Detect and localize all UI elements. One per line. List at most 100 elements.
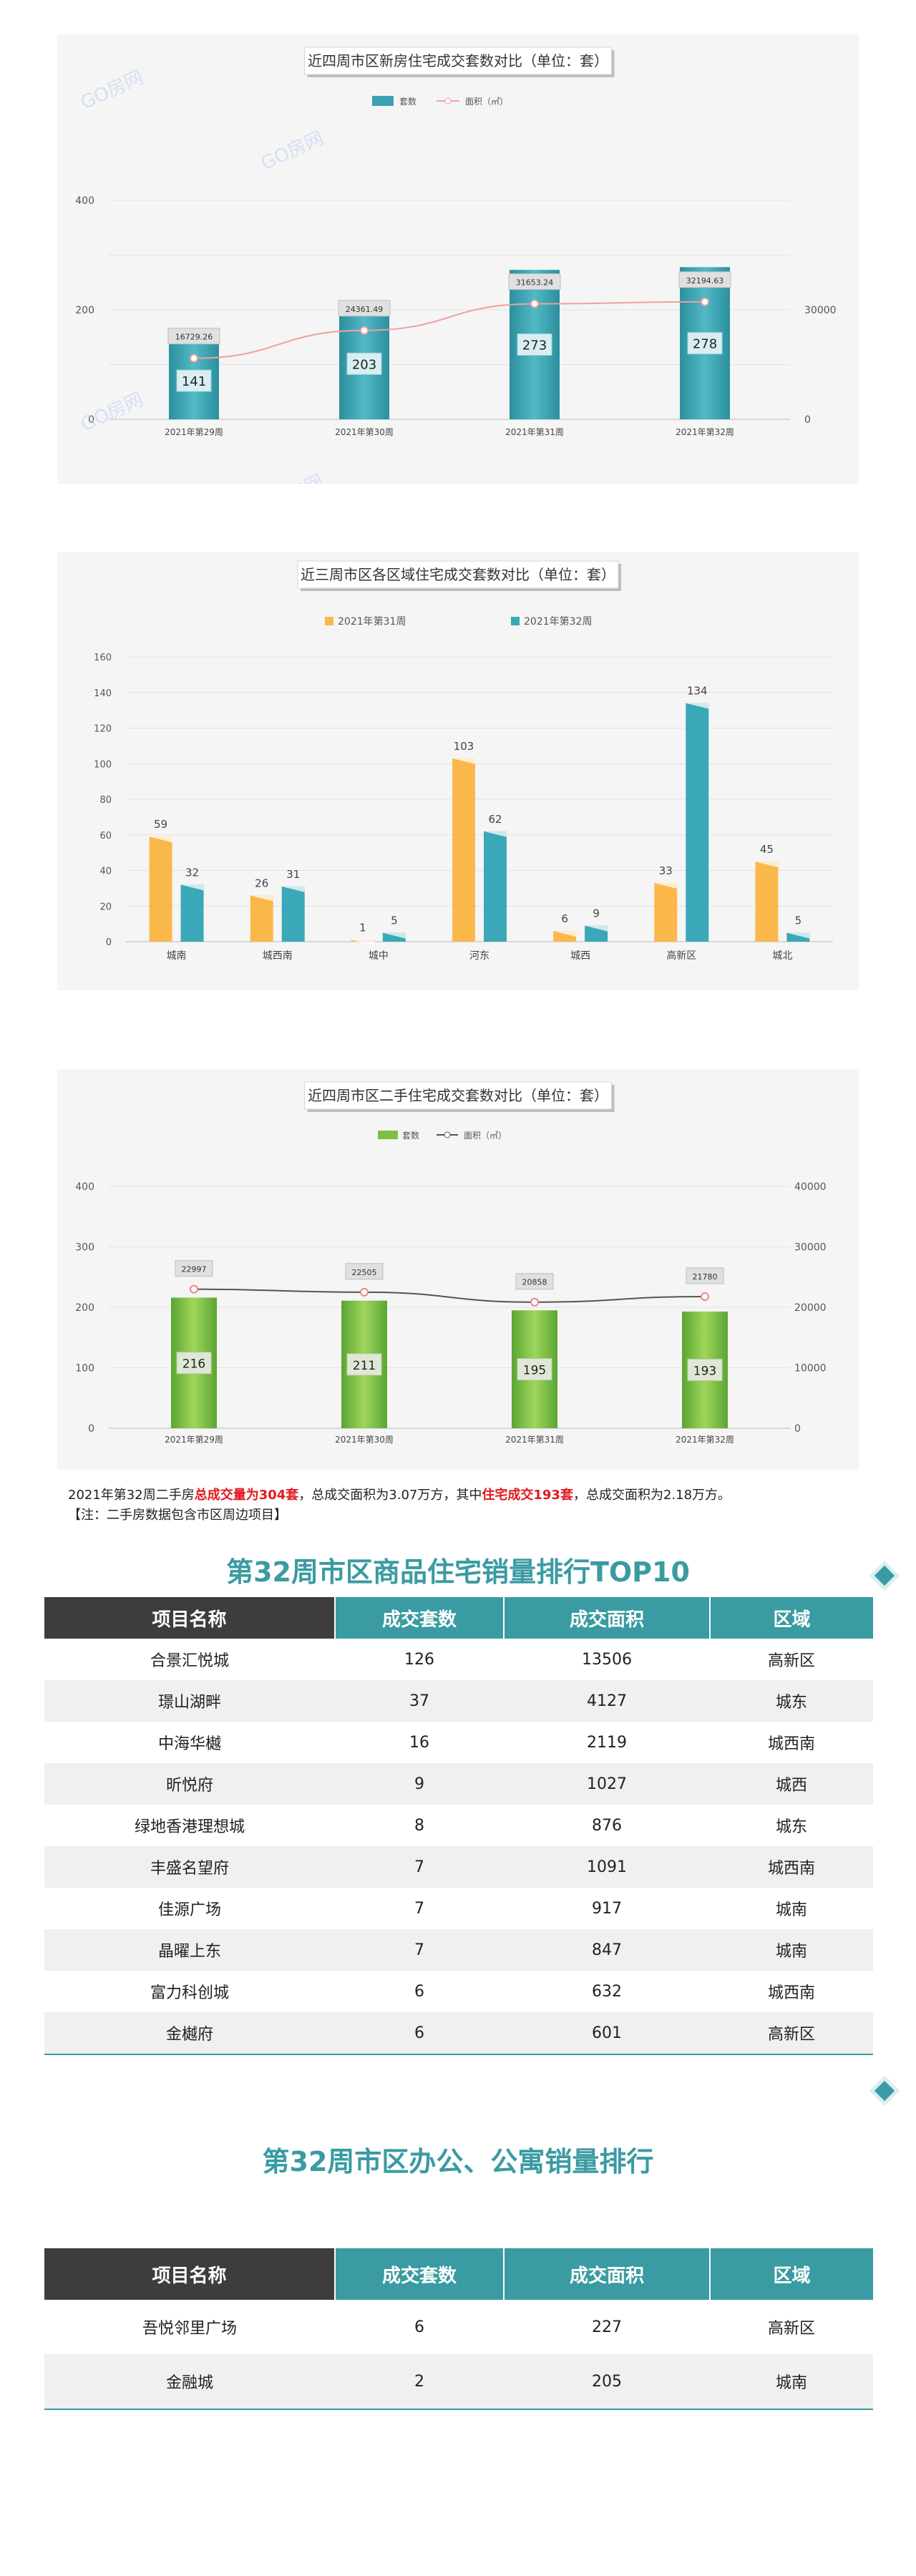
bar-week31 <box>149 836 172 942</box>
cell-project-name: 吾悦邻里广场 <box>142 2320 237 2338</box>
y2-tick-label: 0 <box>794 1423 801 1435</box>
summary-line-2: 【注：二手房数据包含市区周边项目】 <box>68 1508 287 1523</box>
legend-swatch-week31 <box>325 617 333 625</box>
line-label-box <box>167 328 220 345</box>
cell-area: 1091 <box>504 1846 710 1888</box>
x-tick-label: 2021年第29周 <box>165 1435 223 1445</box>
x-tick-label: 2021年第31周 <box>505 1435 564 1445</box>
cell-area: 601 <box>504 2012 710 2054</box>
bar-week31 <box>452 758 475 942</box>
cell-area: 917 <box>592 1899 622 1918</box>
watermark: GO房网 <box>258 471 327 484</box>
y2-tick-label: 40000 <box>794 1181 827 1193</box>
header-district: 区域 <box>710 1597 873 1639</box>
note-highlight-total: 总成交量为304套 <box>194 1488 299 1503</box>
cell-units: 7 <box>414 1899 424 1918</box>
watermark: GO房网 <box>77 389 147 436</box>
cell-units: 9 <box>335 1763 504 1805</box>
x-tick-label: 2021年第31周 <box>505 427 564 437</box>
legend-swatch-units <box>378 1131 398 1139</box>
bar-label-box <box>687 1358 723 1381</box>
table-row: 绿地香港理想城 8 876 城东 <box>44 1805 873 1846</box>
bar-label-box <box>176 369 212 392</box>
cell-units: 6 <box>414 1982 424 2001</box>
bar-label-box <box>346 1353 382 1376</box>
y-tick-label: 0 <box>88 1423 94 1435</box>
cell-project-name: 中海华樾 <box>157 1735 221 1753</box>
bar-value-label: 203 <box>352 357 376 372</box>
y-tick-label: 120 <box>94 724 112 735</box>
table-row: 金融城 2 205 城南 <box>44 2354 873 2409</box>
line-label-box <box>686 1267 724 1284</box>
y2-tick-label: 0 <box>804 414 811 426</box>
line-point <box>530 1297 539 1307</box>
table-row: 昕悦府 9 1027 城西 <box>44 1763 873 1805</box>
bar-fold <box>180 884 204 891</box>
table-row: 富力科创城 6 632 城西南 <box>44 1971 873 2012</box>
table-header-row: 项目名称 成交套数 成交面积 区域 <box>44 1597 873 1639</box>
line-label-box <box>175 1260 213 1277</box>
ranking-table-residential: 项目名称 成交套数 成交面积 区域 合景汇悦城 126 13506 高新区 璟山湖畔 37… <box>44 1597 873 2055</box>
x-tick-label: 城中 <box>369 950 389 962</box>
chart-second-hand: 近四周市区二手住宅成交套数对比（单位：套） 套数 面积（㎡） 0 100 200 300 40… <box>75 1081 827 1445</box>
cell-area: 13506 <box>582 1650 632 1669</box>
bar-week32 <box>484 831 507 942</box>
chart-new-housing: 近四周市区新房住宅成交套数对比（单位：套） 套数 面积（㎡） 0 200 400 0 3000… <box>75 47 837 518</box>
cell-area: 2119 <box>587 1733 627 1752</box>
legend-label-week31: 2021年第31周 <box>338 615 406 628</box>
chart-panel-new-housing: 近四周市区新房住宅成交套数对比（单位：套） 套数 面积（㎡） 0 200 400 0 3000… <box>57 34 859 518</box>
y-tick-label: 100 <box>75 1363 94 1375</box>
cell-district: 城西南 <box>710 1846 873 1888</box>
title-box <box>304 47 612 75</box>
bar-value-label: 31 <box>286 868 300 881</box>
header-area: 成交面积 <box>504 2248 711 2300</box>
watermark: GO房网 <box>258 127 327 175</box>
chart-title: 近四周市区二手住宅成交套数对比（单位：套） <box>308 1087 608 1104</box>
bar-value-label: 59 <box>154 818 167 831</box>
bar-value-label: 193 <box>693 1364 716 1378</box>
note-text-1: 2021年第32周二手房 <box>68 1488 195 1503</box>
y2-tick-label: 30000 <box>794 1242 827 1254</box>
y-tick-label: 100 <box>94 759 112 770</box>
line-value-label: 20858 <box>522 1278 547 1287</box>
y-tick-label: 160 <box>94 653 112 663</box>
bar-fold <box>281 886 305 892</box>
bar-label-box <box>176 1352 212 1375</box>
y-tick-label: 0 <box>106 937 112 948</box>
line-value-label: 16729.26 <box>175 333 213 342</box>
y2-tick-label: 10000 <box>794 1363 827 1375</box>
bar-fold <box>686 703 709 709</box>
note-text-3: ，总成交面积为2.18万方。 <box>572 1488 731 1503</box>
bar-value-label: 32 <box>185 866 199 879</box>
y-tick-label: 200 <box>75 1302 94 1314</box>
bar-week31 <box>755 862 779 942</box>
line-label-box <box>515 1273 554 1290</box>
bar-value-label: 141 <box>182 374 206 389</box>
cell-district: 高新区 <box>767 2320 815 2338</box>
line-value-label: 31653.24 <box>516 278 554 288</box>
table-row: 吾悦邻里广场 6 227 高新区 <box>44 2300 873 2354</box>
table-row: 金樾府 6 601 高新区 <box>44 2012 873 2054</box>
bar-week32 <box>180 884 204 942</box>
header-units: 成交套数 <box>335 2248 505 2300</box>
title-box <box>297 560 619 589</box>
series-line-area <box>193 1288 706 1303</box>
y-tick-label: 300 <box>75 1242 94 1254</box>
bar-value-label: 216 <box>182 1357 205 1372</box>
x-tick-label: 城西 <box>570 950 590 962</box>
line-point <box>360 1287 369 1297</box>
cell-project-name: 璟山湖畔 <box>44 1680 335 1722</box>
chart-panel-second-hand: 近四周市区二手住宅成交套数对比（单位：套） 套数 面积（㎡） 0 100 200 300 40… <box>57 1069 859 1470</box>
bar-week32 <box>281 886 305 942</box>
cell-units: 6 <box>414 2318 424 2336</box>
y-tick-label: 140 <box>94 688 112 699</box>
section-title-office: 第32周市区办公、公寓销量排行 <box>262 2146 654 2177</box>
y-tick-label: 400 <box>75 195 94 207</box>
bar-fold <box>585 925 608 932</box>
bar-value-label: 45 <box>760 843 774 856</box>
line-value-label: 32194.63 <box>686 276 724 286</box>
chart-title: 近四周市区新房住宅成交套数对比（单位：套） <box>308 52 608 69</box>
cell-units: 7 <box>335 1846 504 1888</box>
bar-fold <box>452 758 475 764</box>
line-point <box>530 299 539 308</box>
